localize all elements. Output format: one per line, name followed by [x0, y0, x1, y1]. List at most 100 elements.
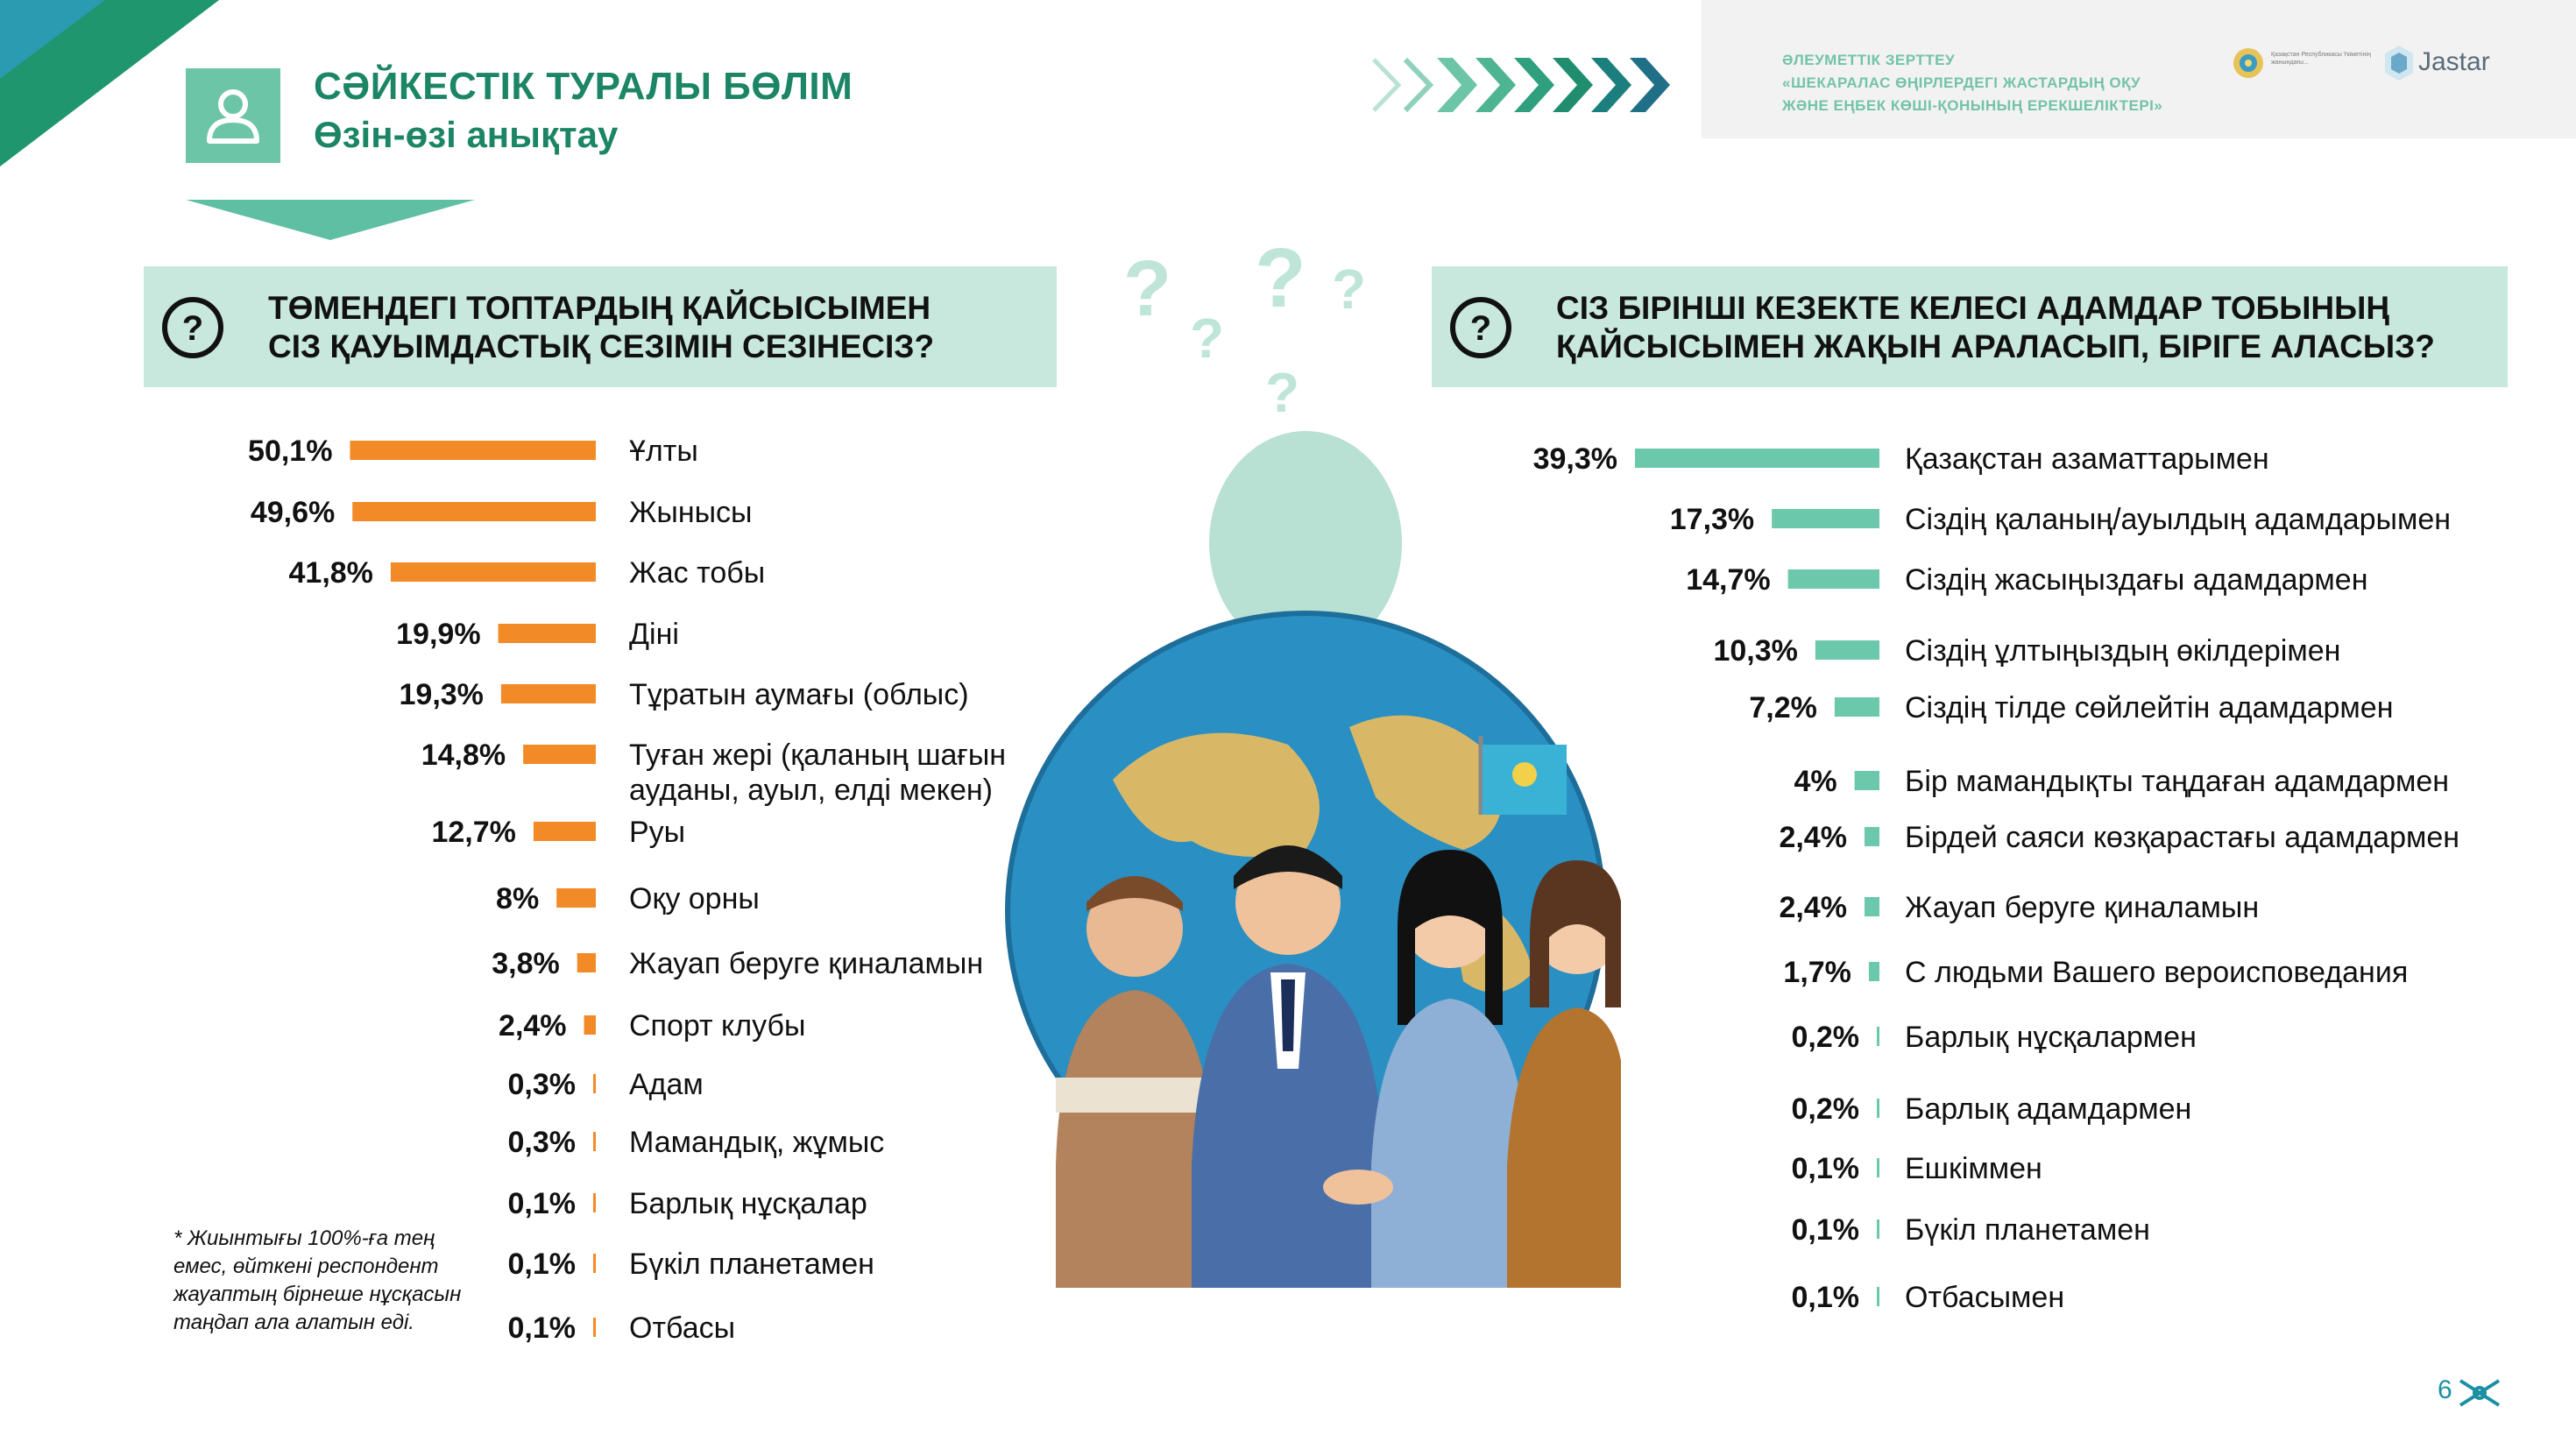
question-icon: ? [1450, 297, 1511, 358]
research-line-3: ЖӘНЕ ЕҢБЕК КӨШІ-ҚОНЫНЫҢ ЕРЕКШЕЛІКТЕРІ» [1782, 97, 2163, 114]
value-label-right-6: 2,4% [1779, 821, 1847, 854]
value-label-left-2: 41,8% [289, 556, 373, 590]
value-label-left-14: 0,1% [508, 1311, 577, 1345]
bar-right-5 [1854, 771, 1879, 790]
page-title: СӘЙКЕСТІК ТУРАЛЫ БӨЛІМ [314, 65, 853, 108]
svg-text:?: ? [1265, 361, 1299, 424]
illustration-people-globe: ? ? ? ? ? [1005, 237, 1621, 1288]
chart-left: 50,1% Ұлты 49,6% Жынысы 41,8% Жас тобы 19,9% Ді… [248, 435, 1006, 1345]
arrows-decoration [1372, 57, 1670, 113]
bar-left-6 [533, 822, 596, 841]
bar-right-10 [1877, 1099, 1879, 1118]
category-label-left-14: Отбасы [629, 1311, 735, 1345]
bar-left-5 [523, 745, 596, 764]
question-icon: ? [162, 297, 223, 358]
bar-left-0 [350, 441, 596, 460]
value-label-right-10: 0,2% [1792, 1092, 1860, 1126]
category-label-left-5: Туған жері (қаланың шағын [629, 739, 1006, 772]
svg-text:?: ? [182, 309, 203, 348]
right-question-text: СІЗ БІРІНШІ КЕЗЕКТЕ КЕЛЕСІ АДАМДАР ТОБЫН… [1556, 289, 2435, 366]
category-label-right-12: Бүкіл планетамен [1905, 1213, 2150, 1247]
jastar-logo-icon [2385, 46, 2413, 81]
value-label-left-6: 12,7% [431, 816, 515, 849]
value-label-left-4: 19,3% [400, 678, 484, 711]
value-label-right-9: 0,2% [1792, 1021, 1860, 1054]
page-subtitle: Өзін-өзі анықтау [314, 114, 619, 155]
category-label-left-12: Барлық нұсқалар [629, 1187, 867, 1220]
value-label-right-0: 39,3% [1533, 442, 1617, 476]
chevron-down-icon [186, 200, 475, 240]
right-question-line-2: ҚАЙСЫСЫМЕН ЖАҚЫН АРАЛАСЫП, БІРІГЕ АЛАСЫЗ… [1556, 329, 2435, 364]
category-label-left-1: Жынысы [629, 496, 752, 529]
category-label-right-1: Сіздің қаланың/ауылдың адамдарымен [1905, 503, 2451, 536]
value-label-left-5: 14,8% [421, 739, 506, 772]
value-label-right-12: 0,1% [1792, 1213, 1860, 1247]
bar-right-2 [1787, 569, 1879, 589]
bar-left-3 [498, 624, 596, 643]
corner-decoration [0, 0, 219, 166]
value-label-right-13: 0,1% [1792, 1281, 1860, 1314]
category-label-right-7: Жауап беруге қиналамын [1905, 891, 2259, 924]
value-label-left-11: 0,3% [508, 1126, 577, 1159]
category-label-left-9: Спорт клубы [629, 1009, 805, 1043]
value-label-right-1: 17,3% [1670, 503, 1754, 536]
bar-right-12 [1877, 1219, 1879, 1239]
bar-left-12 [593, 1193, 596, 1212]
category-label-left-0: Ұлты [629, 435, 698, 468]
value-label-left-13: 0,1% [508, 1248, 577, 1281]
value-label-right-3: 10,3% [1713, 634, 1797, 668]
jastar-logo-text: Jastar [2418, 47, 2490, 76]
value-label-right-2: 14,7% [1686, 563, 1770, 597]
bar-right-0 [1634, 449, 1879, 468]
value-label-left-10: 0,3% [508, 1068, 577, 1101]
bar-left-10 [593, 1074, 596, 1093]
bar-right-3 [1815, 640, 1879, 660]
svg-text:?: ? [1470, 309, 1491, 348]
value-label-right-5: 4% [1794, 765, 1836, 798]
bar-left-4 [500, 684, 596, 703]
svg-text:?: ? [1332, 258, 1366, 321]
bar-right-6 [1864, 827, 1879, 846]
bar-right-11 [1877, 1158, 1879, 1177]
category-label-right-13: Отбасымен [1905, 1281, 2064, 1314]
value-label-left-0: 50,1% [248, 435, 332, 468]
left-question-line-2: СІЗ ҚАУЫМДАСТЫҚ СЕЗІМІН СЕЗІНЕСІЗ? [268, 329, 935, 364]
bar-left-2 [390, 562, 596, 582]
chart-right: 39,3% Қазақстан азаматтарымен 17,3% Сіздің … [1533, 442, 2459, 1314]
research-line-2: «ШЕКАРАЛАС ӨҢІРЛЕРДЕГІ ЖАСТАРДЫҢ ОҚУ [1782, 74, 2141, 91]
category-label-left-5-line2: ауданы, ауыл, елді мекен) [629, 774, 993, 807]
research-line-1: ӘЛЕУМЕТТІК ЗЕРТТЕУ [1782, 52, 1956, 68]
bar-right-13 [1877, 1287, 1879, 1306]
category-label-left-6: Руы [629, 816, 685, 849]
research-title: ӘЛЕУМЕТТІК ЗЕРТТЕУ «ШЕКАРАЛАС ӨҢІРЛЕРДЕГ… [1782, 49, 2162, 117]
category-label-right-0: Қазақстан азаматтарымен [1905, 442, 2269, 476]
bar-left-7 [556, 888, 596, 908]
category-label-right-6: Бірдей саяси көзқарастағы адамдармен [1905, 821, 2459, 854]
category-label-left-8: Жауап беруге қиналамын [629, 947, 983, 980]
bar-left-1 [352, 502, 596, 521]
category-label-left-4: Тұратын аумағы (облыс) [629, 678, 969, 711]
value-label-left-12: 0,1% [508, 1187, 577, 1220]
ornament-icon [2459, 1379, 2501, 1407]
bar-left-11 [593, 1132, 596, 1151]
category-label-right-3: Сіздің ұлтыңыздың өкілдерімен [1905, 634, 2340, 668]
value-label-right-7: 2,4% [1779, 891, 1847, 924]
category-label-right-10: Барлық адамдармен [1905, 1092, 2191, 1126]
user-icon [186, 68, 280, 163]
svg-text:?: ? [1123, 245, 1171, 333]
right-question-line-1: СІЗ БІРІНШІ КЕЗЕКТЕ КЕЛЕСІ АДАМДАР ТОБЫН… [1556, 290, 2390, 326]
category-label-right-9: Барлық нұсқалармен [1905, 1021, 2197, 1054]
category-label-right-4: Сіздің тілде сөйлейтін адамдармен [1905, 691, 2393, 724]
category-label-left-10: Адам [629, 1068, 704, 1101]
svg-text:?: ? [1190, 307, 1224, 370]
value-label-left-8: 3,8% [492, 947, 560, 980]
bar-right-4 [1834, 697, 1879, 717]
bar-left-9 [584, 1015, 596, 1035]
value-label-right-4: 7,2% [1749, 691, 1816, 724]
category-label-right-5: Бір мамандықты таңдаған адамдармен [1905, 765, 2449, 798]
value-label-left-1: 49,6% [251, 496, 335, 529]
left-question-panel: ? ТӨМЕНДЕГІ ТОПТАРДЫҢ ҚАЙСЫСЫМЕН СІЗ ҚАУ… [144, 266, 1057, 387]
value-label-right-8: 1,7% [1783, 956, 1851, 989]
research-header [1702, 0, 2576, 138]
category-label-right-8: С людьми Вашего вероисповедания [1905, 956, 2408, 989]
